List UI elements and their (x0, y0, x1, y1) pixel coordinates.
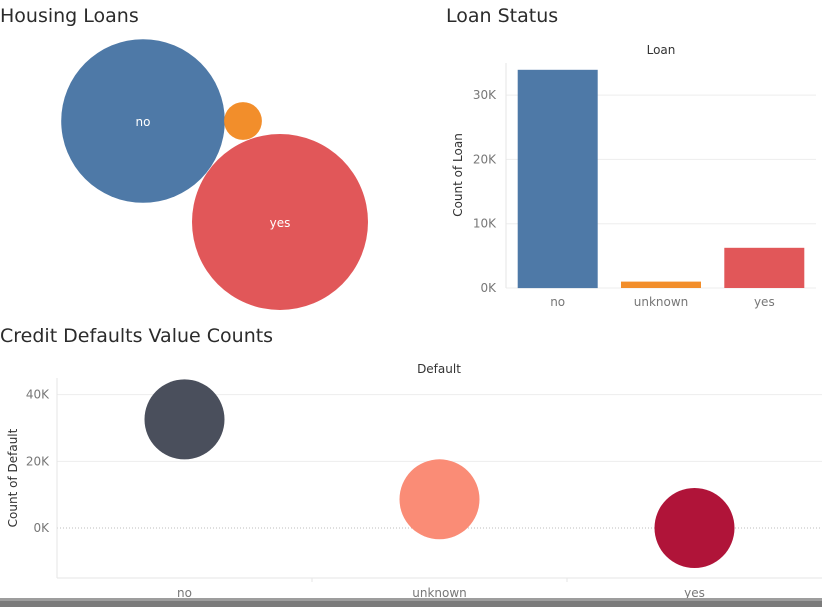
default-xtick-label: yes (684, 586, 705, 600)
loan-ytick-label: 10K (473, 217, 497, 231)
default-circle-no (144, 379, 225, 460)
housing-loans-bubble-chart: no yes (61, 39, 368, 310)
loan-bar-no (517, 69, 598, 289)
default-ytick-label: 40K (26, 388, 50, 402)
default-xtick-label: no (177, 586, 192, 600)
bubble-label-yes: yes (270, 216, 291, 230)
bubble-no (61, 39, 225, 203)
housing-loans-title: Housing Loans (0, 5, 139, 27)
loan-xtick-label: no (550, 295, 565, 309)
loan-xtick-label: yes (754, 295, 775, 309)
loan-xtick-label: unknown (634, 295, 689, 309)
default-circle-unknown (399, 459, 480, 540)
default-chart-header: Default (417, 362, 461, 376)
default-xtick-label: unknown (412, 586, 467, 600)
loan-ytick-label: 20K (473, 152, 497, 166)
default-y-axis-label: Count of Default (6, 428, 20, 527)
horizontal-scrollbar[interactable] (0, 598, 822, 607)
default-ytick-label: 0K (33, 521, 50, 535)
bubble-label-no: no (136, 115, 151, 129)
loan-bar-yes (724, 247, 805, 288)
default-ytick-label: 20K (26, 454, 50, 468)
bubble-yes (192, 134, 368, 310)
bubble-unknown (224, 102, 262, 140)
default-circle-yes (654, 488, 735, 568)
loan-bar-unknown (621, 281, 701, 288)
loan-ytick-label: 30K (473, 88, 497, 102)
loan-status-title: Loan Status (446, 5, 559, 27)
credit-defaults-title: Credit Defaults Value Counts (0, 325, 274, 347)
loan-status-bar-chart: Loan 0K 10K 20K 30K Count of Loan no unknown yes (451, 43, 816, 309)
loan-ytick-label: 0K (480, 281, 497, 295)
loan-chart-header: Loan (647, 43, 676, 57)
loan-y-axis-label: Count of Loan (451, 133, 465, 217)
